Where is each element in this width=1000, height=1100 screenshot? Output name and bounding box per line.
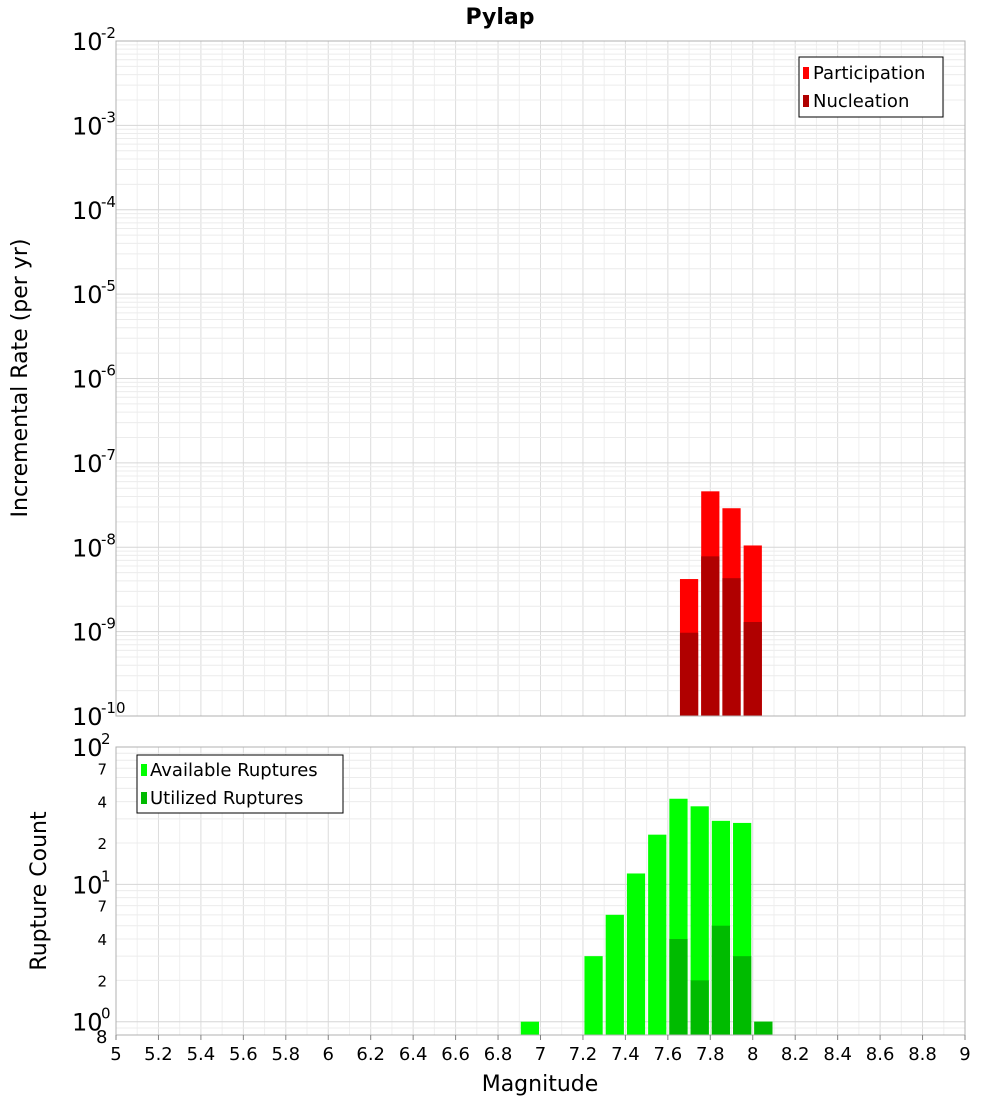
x-tick-label: 6.2 <box>356 1044 385 1065</box>
top-y-tick-label: 10 <box>72 112 103 140</box>
top-legend-box <box>798 56 944 118</box>
bottom-bar <box>690 806 709 1035</box>
top-plot-border <box>115 40 966 717</box>
bottom-y-minor-tick-label: 4 <box>97 931 107 949</box>
x-tick-label: 7.4 <box>611 1044 640 1065</box>
x-tick-label: 7.6 <box>654 1044 683 1065</box>
top-legend-swatch <box>803 95 809 107</box>
bottom-y-minor-tick-label: 7 <box>97 760 107 778</box>
x-tick-label: 5.8 <box>271 1044 300 1065</box>
bottom-y-tick-label: 10 <box>72 734 103 762</box>
top-y-tick-exponent: -8 <box>101 530 116 548</box>
bottom-y-tick-exponent: 2 <box>101 730 111 748</box>
bottom-bar <box>626 873 646 1035</box>
top-y-tick-exponent: -4 <box>101 193 116 211</box>
x-tick-label: 6 <box>323 1044 334 1065</box>
x-tick-label: 8.2 <box>781 1044 810 1065</box>
bottom-y-minor-tick-label: 7 <box>97 898 107 916</box>
bottom-y-low-label: 8 <box>96 1027 107 1048</box>
bottom-bar <box>584 956 603 1035</box>
x-tick-label: 8 <box>747 1044 758 1065</box>
top-y-tick-label: 10 <box>72 28 103 56</box>
top-legend: Participation Nucleation <box>798 56 944 118</box>
top-bar <box>679 632 699 716</box>
bottom-y-tick-exponent: 1 <box>101 867 111 885</box>
top-grid <box>115 41 966 717</box>
top-y-tick-exponent: -2 <box>101 24 116 42</box>
x-tick-label: 5.4 <box>187 1044 216 1065</box>
top-y-tick-exponent: -7 <box>101 446 116 464</box>
x-ticks: 5 5.2 5.4 5.6 5.8 6 6.2 6.4 6.6 6.8 7 7.2 7.4 7.6 7.8 8… <box>110 1035 971 1065</box>
x-tick-label: 7 <box>535 1044 546 1065</box>
bottom-legend-entry: Available Ruptures <box>150 760 318 781</box>
x-tick-label: 6.6 <box>441 1044 470 1065</box>
bottom-legend: Available Ruptures Utilized Ruptures <box>136 754 344 814</box>
top-y-tick-exponent: -9 <box>101 615 116 633</box>
bottom-legend-box <box>136 754 344 814</box>
top-legend-entry: Nucleation <box>813 91 909 112</box>
bottom-bar <box>669 939 688 1035</box>
bottom-y-minor-tick-label: 2 <box>97 835 107 853</box>
x-tick-label: 8.4 <box>823 1044 852 1065</box>
bottom-bar <box>690 980 709 1035</box>
top-y-tick-label: 10 <box>72 281 103 309</box>
top-y-tick-label: 10 <box>72 197 103 225</box>
x-tick-label: 5 <box>110 1044 121 1065</box>
top-bar <box>701 556 720 716</box>
bottom-series-utilized <box>669 925 773 1035</box>
bottom-bar <box>520 1021 539 1035</box>
top-y-tick-exponent: -6 <box>101 362 116 380</box>
x-tick-label: 7.2 <box>569 1044 598 1065</box>
bottom-y-tick-label: 10 <box>72 871 103 899</box>
bottom-y-minor-tick-label: 2 <box>97 972 107 990</box>
bottom-legend-swatch <box>141 764 147 776</box>
x-tick-label: 8.8 <box>908 1044 937 1065</box>
x-tick-label: 9 <box>959 1044 970 1065</box>
top-y-tick-exponent: -5 <box>101 277 116 295</box>
top-legend-swatch <box>803 67 809 79</box>
top-series-nucleation <box>679 556 762 716</box>
bottom-bar <box>648 834 667 1035</box>
bottom-bar <box>754 1021 773 1035</box>
x-axis-label: Magnitude <box>482 1072 599 1097</box>
x-tick-label: 8.6 <box>866 1044 895 1065</box>
top-y-axis-label: Incremental Rate (per yr) <box>8 239 33 518</box>
top-y-tick-label: 10 <box>72 534 103 562</box>
top-y-tick-label: 10 <box>72 450 103 478</box>
top-bar <box>743 622 762 716</box>
top-legend-entry: Participation <box>813 63 925 84</box>
x-tick-label: 7.8 <box>696 1044 725 1065</box>
x-tick-label: 5.6 <box>229 1044 258 1065</box>
bottom-y-axis-label: Rupture Count <box>27 811 52 971</box>
top-y-tick-label: 10 <box>72 703 103 731</box>
bottom-y-tick-label: 10 <box>72 1009 103 1037</box>
top-y-tick-exponent: -3 <box>101 108 116 126</box>
bottom-bar <box>711 925 731 1035</box>
x-tick-label: 6.4 <box>399 1044 428 1065</box>
bottom-legend-swatch <box>141 792 147 804</box>
bottom-legend-entry: Utilized Ruptures <box>150 788 303 809</box>
bottom-bar <box>605 914 624 1035</box>
bottom-y-minor-tick-label: 4 <box>97 794 107 812</box>
top-bar <box>722 578 741 716</box>
bottom-bar <box>733 956 752 1035</box>
x-tick-label: 6.8 <box>484 1044 513 1065</box>
bottom-y-tick-exponent: 0 <box>101 1005 111 1023</box>
top-y-tick-label: 10 <box>72 619 103 647</box>
top-panel: 10-1010-910-810-710-610-510-410-310-2Par… <box>72 24 966 731</box>
x-tick-label: 5.2 <box>144 1044 173 1065</box>
top-y-tick-label: 10 <box>72 366 103 394</box>
chart-title: Pylap <box>465 5 534 30</box>
top-y-tick-exponent: -10 <box>101 699 126 717</box>
